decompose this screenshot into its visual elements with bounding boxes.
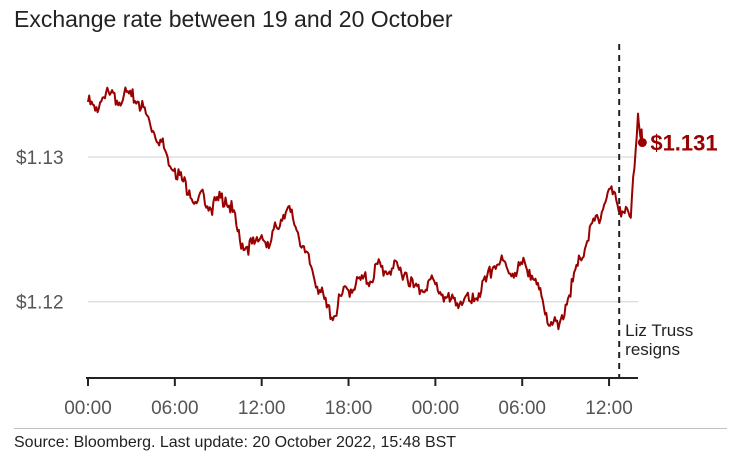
x-axis-tick-labels: 00:00 06:00 12:00 18:00 00:00 06:00 12:00 <box>64 398 633 419</box>
last-value-marker: $1.131 <box>637 131 718 156</box>
gridlines <box>88 156 638 303</box>
x-tick-label: 00:00 <box>412 398 460 419</box>
chart-title: Exchange rate between 19 and 20 October <box>14 6 453 32</box>
y-tick-label: $1.13 <box>16 148 64 169</box>
y-tick-label: $1.12 <box>16 293 64 314</box>
series-layer <box>87 86 644 331</box>
footer-divider <box>14 428 727 429</box>
annotation-text: resigns <box>625 340 680 359</box>
x-tick-label: 00:00 <box>64 398 112 419</box>
series-line-0 <box>87 86 644 331</box>
x-axis <box>86 377 638 386</box>
x-tick-label: 06:00 <box>151 398 199 419</box>
y-axis-tick-labels: $1.12 $1.13 <box>16 148 64 314</box>
annotation-text: Liz Truss <box>625 321 693 340</box>
last-value-label: $1.131 <box>650 131 717 156</box>
last-value-dot <box>637 138 647 148</box>
x-tick-label: 12:00 <box>585 398 633 419</box>
source-note: Source: Bloomberg. Last update: 20 Octob… <box>14 434 457 451</box>
x-tick-label: 06:00 <box>498 398 546 419</box>
x-tick-label: 12:00 <box>238 398 286 419</box>
x-tick-label: 18:00 <box>325 398 373 419</box>
exchange-rate-line-chart: $1.12 $1.13 00:00 06:00 12:00 18:00 00:00 06:0… <box>16 44 718 419</box>
